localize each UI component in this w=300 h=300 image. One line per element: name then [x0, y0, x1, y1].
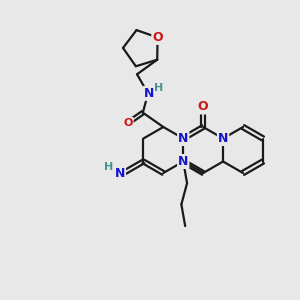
- Text: H: H: [104, 163, 113, 172]
- Text: O: O: [123, 118, 133, 128]
- Text: N: N: [178, 132, 188, 145]
- Text: N: N: [218, 132, 228, 145]
- Text: O: O: [198, 100, 208, 113]
- Text: H: H: [154, 83, 164, 93]
- Text: N: N: [115, 167, 125, 180]
- Text: N: N: [178, 155, 188, 168]
- Text: N: N: [144, 87, 154, 100]
- Text: O: O: [152, 31, 163, 44]
